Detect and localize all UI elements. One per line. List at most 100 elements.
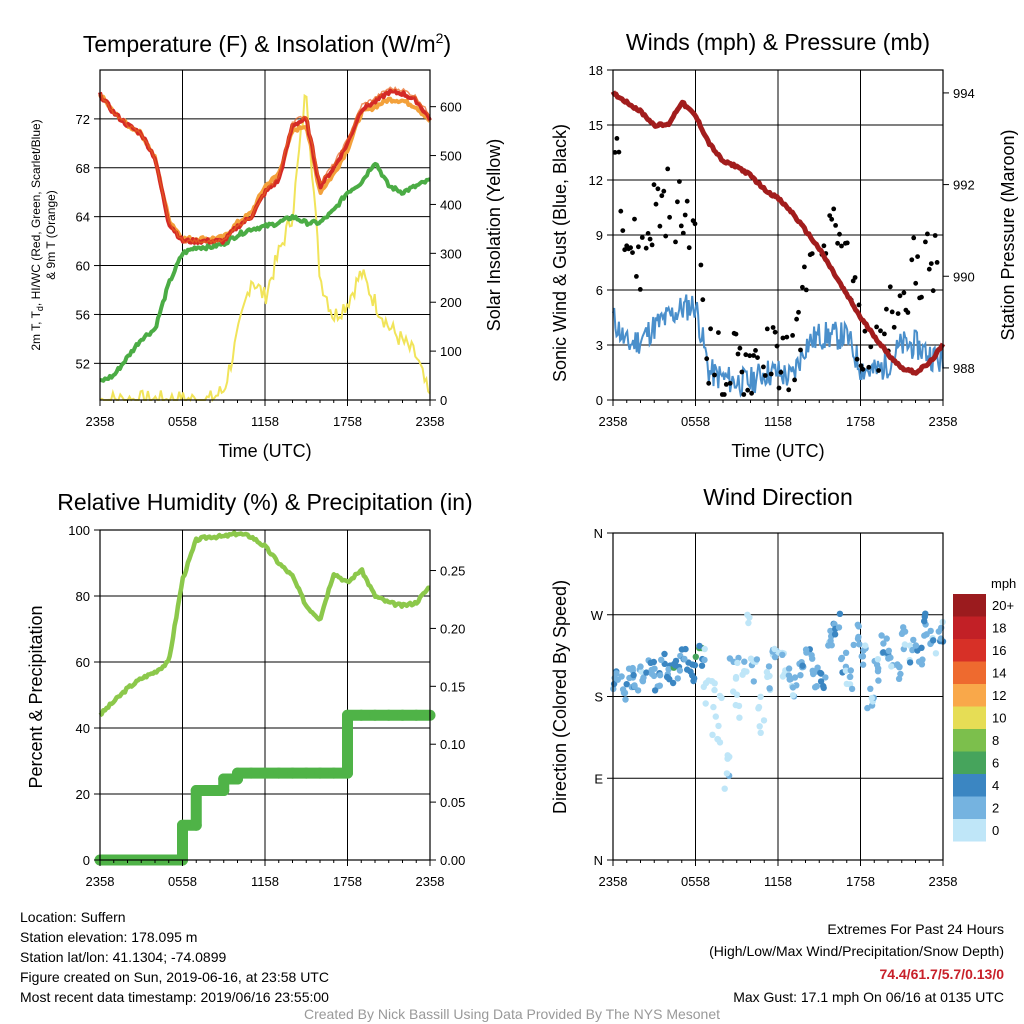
direction-point	[702, 700, 709, 707]
footer-location: Location: Suffern	[20, 909, 126, 925]
gust-point	[856, 302, 862, 308]
direction-point	[802, 646, 810, 653]
direction-point	[712, 713, 719, 720]
direction-ylabel-left: Direction (Colored By Speed)	[550, 580, 570, 814]
direction-point	[875, 677, 882, 684]
temperature-ylabel-part-b: , HI/WC (Red, Green, Scarlet/Blue)	[29, 119, 43, 306]
direction-point	[817, 678, 825, 685]
gust-point	[774, 343, 780, 349]
gust-point	[866, 364, 872, 370]
direction-point	[698, 662, 706, 669]
direction-point	[864, 704, 871, 712]
gust-point	[776, 385, 782, 391]
direction-point	[885, 655, 892, 662]
gust-point	[835, 240, 840, 246]
speed-legend-swatch	[953, 819, 986, 842]
gust-point	[733, 331, 739, 337]
direction-point	[885, 647, 892, 654]
temperature-xtick-label: 0558	[168, 414, 197, 429]
direction-xtick-label: 2358	[929, 874, 958, 889]
direction-point	[771, 653, 779, 661]
direction-point	[651, 665, 658, 672]
gust-point	[708, 326, 713, 332]
direction-point	[831, 631, 839, 638]
winds-grid	[613, 69, 943, 401]
gust-point	[632, 216, 637, 222]
direction-point	[880, 640, 887, 647]
gust-point	[634, 274, 639, 279]
direction-point	[847, 673, 854, 680]
gust-point	[925, 231, 930, 237]
winds-ytick-label: 9	[596, 228, 603, 243]
direction-point	[835, 624, 843, 631]
gust-point	[905, 310, 911, 315]
direction-point	[756, 723, 763, 730]
direction-point	[910, 636, 917, 644]
direction-point	[726, 753, 733, 760]
footer-recent: Most recent data timestamp: 2019/06/16 2…	[20, 989, 329, 1005]
direction-point	[656, 682, 663, 689]
gust-point	[770, 325, 776, 330]
direction-point	[710, 703, 717, 711]
direction-point	[930, 637, 937, 644]
temperature-ytick-label: 72	[76, 112, 90, 127]
humidity-ytick-right-label: 0.10	[440, 737, 465, 752]
gust-point	[930, 288, 936, 294]
direction-point	[842, 649, 850, 656]
temperature-ylabel-sub: d	[35, 306, 45, 311]
gust-point	[909, 257, 915, 263]
gust-point	[761, 364, 766, 370]
max-gust: Max Gust: 17.1 mph On 06/16 at 0135 UTC	[733, 989, 1004, 1005]
gust-point	[901, 290, 907, 296]
temperature-ytick-label: 60	[76, 259, 90, 274]
direction-point	[843, 680, 850, 688]
gust-point	[919, 294, 924, 300]
extremes-title: Extremes For Past 24 Hours	[827, 921, 1004, 937]
gust-point	[636, 244, 641, 250]
direction-point	[831, 621, 838, 628]
gust-point	[721, 392, 727, 397]
direction-point	[935, 628, 942, 635]
temperature-ytick-label: 64	[76, 210, 90, 225]
humidity-ytick-right-label: 0.00	[440, 853, 465, 868]
humidity-ylabel-left: Percent & Precipitation	[26, 605, 46, 788]
direction-point	[674, 675, 681, 682]
direction-point	[859, 661, 867, 668]
gust-point	[786, 387, 792, 393]
humidity-xtick-label: 1758	[333, 874, 362, 889]
temperature-xtick-label: 2358	[86, 414, 115, 429]
direction-point	[868, 694, 875, 702]
direction-point	[708, 678, 716, 685]
direction-ytick-label: N	[594, 526, 603, 541]
humidity-grid	[100, 529, 430, 861]
speed-legend-swatch	[953, 639, 986, 662]
direction-point	[765, 663, 773, 670]
direction-point	[666, 676, 673, 683]
direction-point	[648, 670, 656, 677]
gust-point	[651, 182, 657, 188]
extremes-values: 74.4/61.7/5.7/0.13/0	[879, 966, 1004, 982]
winds-ylabel-left: Sonic Wind & Gust (Blue, Black)	[550, 124, 570, 382]
humidity-xtick-label: 2358	[86, 874, 115, 889]
gust-point	[698, 262, 704, 268]
direction-ytick-label: W	[591, 608, 604, 623]
direction-point	[878, 632, 885, 639]
insolation-line	[99, 93, 431, 403]
gust-point	[735, 351, 741, 357]
winds-xtick-label: 1758	[846, 414, 875, 429]
speed-legend-label: 8	[992, 733, 999, 748]
direction-point	[735, 654, 742, 662]
direction-point	[850, 641, 857, 649]
direction-point	[785, 672, 793, 679]
humidity-ytick-right-label: 0.25	[440, 564, 465, 579]
temperature-ytick-right-label: 400	[440, 197, 462, 212]
gust-point	[747, 353, 753, 359]
speed-legend: mph 20+ 18 16 14 12 10 8 6 4 2 0	[953, 576, 1016, 842]
gust-point	[751, 353, 756, 358]
winds-ytick-right-label: 988	[953, 361, 975, 376]
gust-point	[661, 188, 667, 194]
direction-point	[647, 659, 654, 666]
gust-point	[755, 355, 760, 360]
gust-point	[852, 275, 858, 280]
winds-xtick-label: 0558	[681, 414, 710, 429]
